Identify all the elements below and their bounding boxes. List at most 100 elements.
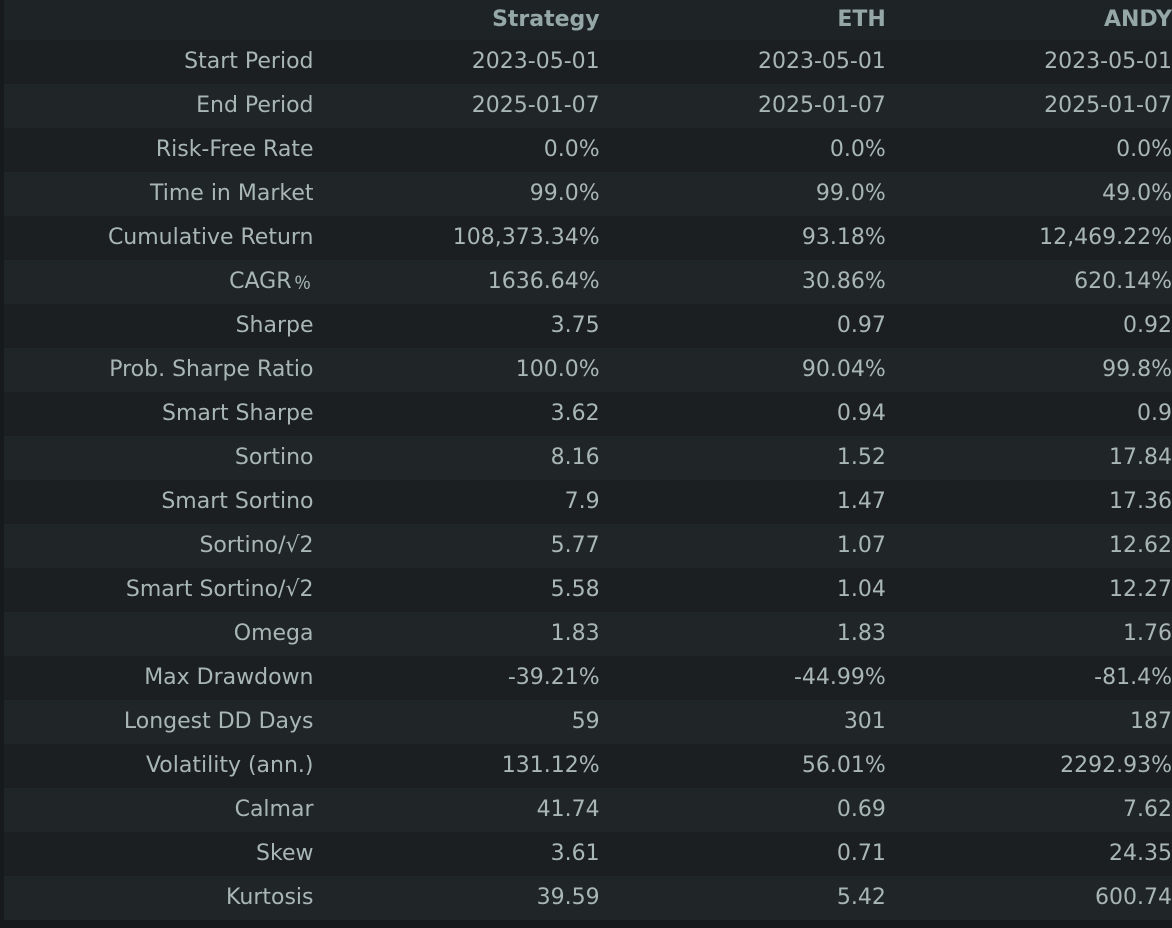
cell-eth: 1.47: [836, 489, 886, 514]
cell-eth: 0.71: [836, 841, 886, 866]
cell-strategy: 108,373.34%: [452, 225, 600, 250]
metric-label: End Period: [196, 93, 314, 118]
cell-andy: 0.9: [1137, 401, 1172, 426]
cell-andy: 1.76: [1123, 621, 1172, 646]
cell-eth: 2023-05-01: [757, 49, 886, 74]
cell-andy: 24.35: [1109, 841, 1172, 866]
cell-eth: 0.69: [836, 797, 886, 822]
cell-eth: 30.86%: [801, 269, 886, 294]
cell-strategy: 3.75: [550, 313, 600, 338]
table-row: Skew 3.61 0.71 24.35: [4, 832, 1172, 876]
metric-label: Calmar: [234, 797, 314, 822]
cell-strategy: 7.9: [564, 489, 600, 514]
cell-andy: 99.8%: [1102, 357, 1172, 382]
cell-andy: 0.92: [1123, 313, 1172, 338]
cell-strategy: 0.0%: [543, 137, 600, 162]
cell-andy: 0.0%: [1116, 137, 1172, 162]
metric-label: Volatility (ann.): [145, 753, 314, 778]
cell-eth: 1.07: [836, 533, 886, 558]
metric-label: Longest DD Days: [123, 709, 314, 734]
table-row: Cumulative Return 108,373.34% 93.18% 12,469…: [4, 216, 1172, 260]
table-row: Prob. Sharpe Ratio 100.0% 90.04% 99.8%: [4, 348, 1172, 392]
column-header-andy[interactable]: ANDY: [1103, 7, 1172, 32]
metric-label: Cumulative Return: [107, 225, 314, 250]
table-row: Time in Market 99.0% 99.0% 49.0%: [4, 172, 1172, 216]
cell-eth: 90.04%: [801, 357, 886, 382]
table-row: Smart Sortino/√2 5.58 1.04 12.27: [4, 568, 1172, 612]
metric-label: Risk-Free Rate: [155, 137, 314, 162]
metric-label: Max Drawdown: [144, 665, 314, 690]
metric-label: Smart Sortino/√2: [125, 577, 314, 602]
table-row: Start Period 2023-05-01 2023-05-01 2023-05-…: [4, 40, 1172, 84]
cell-andy: 187: [1130, 709, 1172, 734]
cell-andy: 2023-05-01: [1044, 49, 1172, 74]
metric-label: Sortino: [234, 445, 314, 470]
metric-label: Skew: [256, 841, 314, 866]
metric-label: CAGR﹪: [229, 269, 314, 294]
cell-strategy: 100.0%: [515, 357, 600, 382]
cell-strategy: 5.58: [550, 577, 600, 602]
table-row: Sortino 8.16 1.52 17.84: [4, 436, 1172, 480]
cell-andy: 49.0%: [1102, 181, 1172, 206]
cell-eth: 0.94: [836, 401, 886, 426]
cell-eth: 99.0%: [815, 181, 886, 206]
cell-strategy: 1636.64%: [487, 269, 600, 294]
cell-strategy: 8.16: [550, 445, 600, 470]
cell-eth: 0.97: [836, 313, 886, 338]
header-row: Strategy ETH ANDY: [4, 0, 1172, 40]
cell-eth: 2025-01-07: [757, 93, 886, 118]
table-row: Sharpe 3.75 0.97 0.92: [4, 304, 1172, 348]
cell-andy: 600.74: [1095, 885, 1172, 910]
table-row: Smart Sortino 7.9 1.47 17.36: [4, 480, 1172, 524]
cell-eth: -44.99%: [793, 665, 886, 690]
table-row: CAGR﹪ 1636.64% 30.86% 620.14%: [4, 260, 1172, 304]
cell-strategy: 2025-01-07: [471, 93, 600, 118]
cell-andy: 2292.93%: [1060, 753, 1172, 778]
cell-strategy: 99.0%: [529, 181, 600, 206]
metrics-table: Strategy ETH ANDY Start Period 2023-05-01…: [4, 0, 1172, 920]
cell-strategy: 3.62: [550, 401, 600, 426]
metric-label: Kurtosis: [226, 885, 314, 910]
metric-label: Start Period: [184, 49, 314, 74]
metric-label: Omega: [233, 621, 314, 646]
table-row: Risk-Free Rate 0.0% 0.0% 0.0%: [4, 128, 1172, 172]
metric-label: Sharpe: [235, 313, 314, 338]
cell-eth: 56.01%: [801, 753, 886, 778]
cell-eth: 1.52: [836, 445, 886, 470]
metric-label: Prob. Sharpe Ratio: [109, 357, 314, 382]
cell-strategy: 41.74: [536, 797, 600, 822]
table-row: Calmar 41.74 0.69 7.62: [4, 788, 1172, 832]
cell-eth: 93.18%: [801, 225, 886, 250]
cell-andy: 12,469.22%: [1039, 225, 1172, 250]
table-row: End Period 2025-01-07 2025-01-07 2025-01-07: [4, 84, 1172, 128]
cell-strategy: 2023-05-01: [471, 49, 600, 74]
cell-andy: 17.36: [1109, 489, 1172, 514]
cell-strategy: 5.77: [550, 533, 600, 558]
column-header-eth[interactable]: ETH: [837, 7, 886, 32]
column-header-strategy[interactable]: Strategy: [492, 7, 600, 32]
cell-andy: 2025-01-07: [1044, 93, 1172, 118]
table-row: Kurtosis 39.59 5.42 600.74: [4, 876, 1172, 920]
metric-label: Sortino/√2: [199, 533, 314, 558]
cell-strategy: 131.12%: [501, 753, 600, 778]
column-header-metric: [4, 0, 314, 40]
cell-andy: 7.62: [1123, 797, 1172, 822]
table-header: Strategy ETH ANDY: [4, 0, 1172, 40]
cell-andy: 620.14%: [1074, 269, 1172, 294]
table-row: Sortino/√2 5.77 1.07 12.62: [4, 524, 1172, 568]
cell-eth: 301: [843, 709, 886, 734]
cell-eth: 1.83: [836, 621, 886, 646]
metric-label: Smart Sharpe: [162, 401, 314, 426]
metric-label: Smart Sortino: [161, 489, 314, 514]
cell-eth: 1.04: [836, 577, 886, 602]
table-row: Volatility (ann.) 131.12% 56.01% 2292.93%: [4, 744, 1172, 788]
table-row: Longest DD Days 59 301 187: [4, 700, 1172, 744]
cell-strategy: 39.59: [536, 885, 600, 910]
cell-eth: 5.42: [836, 885, 886, 910]
cell-strategy: 3.61: [550, 841, 600, 866]
table-body: Start Period 2023-05-01 2023-05-01 2023-05-…: [4, 40, 1172, 920]
table-row: Max Drawdown -39.21% -44.99% -81.4%: [4, 656, 1172, 700]
cell-strategy: 59: [571, 709, 600, 734]
cell-strategy: 1.83: [550, 621, 600, 646]
